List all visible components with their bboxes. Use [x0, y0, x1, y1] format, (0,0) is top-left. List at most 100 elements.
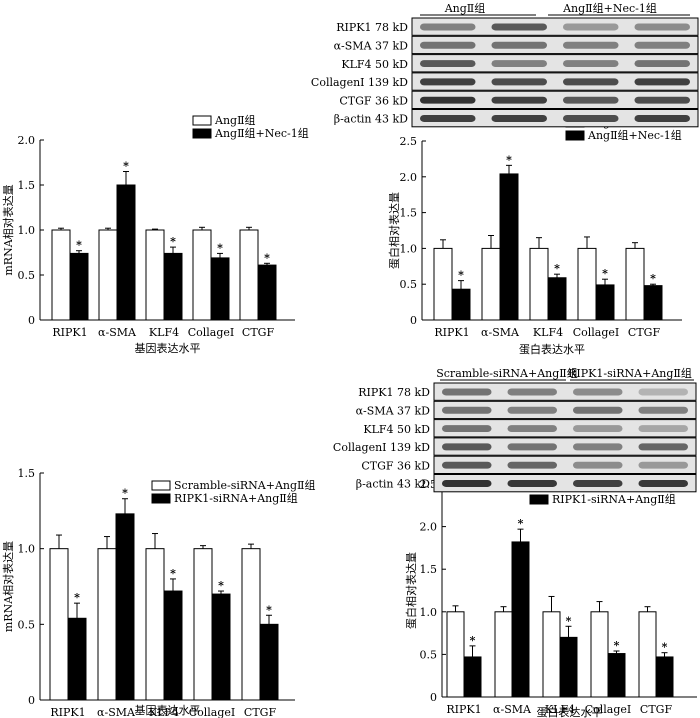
- blot-band: [491, 60, 547, 68]
- blot-band: [420, 114, 476, 122]
- x-tick-label: CollageⅠ: [189, 706, 236, 718]
- x-tick-label: KLF4: [545, 703, 575, 716]
- blot-band: [638, 425, 688, 433]
- y-tick-label: 1.0: [400, 242, 418, 255]
- significance-mark: *: [662, 641, 668, 654]
- blot-row-frame: [411, 35, 699, 55]
- blot-row-label: CollagenⅠ 139 kD: [311, 76, 408, 89]
- bar-control: [51, 229, 71, 321]
- legend-swatch: [192, 128, 212, 139]
- bar-treatment: [163, 590, 183, 701]
- y-tick-label: 2.5: [400, 135, 418, 148]
- blot-band: [442, 388, 492, 396]
- blot-band: [634, 96, 690, 104]
- blot-band: [442, 461, 492, 469]
- blot-row-label: RIPK1 78 kD: [336, 21, 408, 34]
- significance-mark: *: [170, 567, 176, 580]
- x-tick-label: CTGF: [244, 706, 277, 718]
- y-tick-label: 2.0: [400, 171, 418, 184]
- bar-control: [49, 548, 69, 701]
- y-tick-label: 0: [28, 694, 35, 707]
- blot-row-label: RIPK1 78 kD: [358, 386, 430, 399]
- blot-band: [634, 114, 690, 122]
- blot-band: [573, 406, 623, 414]
- x-axis-label: 蛋白表达水平: [519, 342, 585, 356]
- blot-band: [573, 388, 623, 396]
- legend-label: RIPK1-siRNA+AngⅡ组: [174, 491, 298, 505]
- bar-treatment: [607, 653, 626, 698]
- bar-control: [97, 548, 117, 701]
- legend-swatch: [565, 130, 585, 141]
- y-tick-label: 1.5: [18, 467, 36, 480]
- bar-treatment: [69, 252, 89, 321]
- blot-row-frame: [411, 109, 699, 128]
- blot-band: [563, 41, 619, 49]
- blot-group-label: RIPK1-siRNA+AngⅡ组: [568, 366, 692, 380]
- bar-treatment: [211, 593, 231, 701]
- blot-row-frame: [433, 382, 697, 401]
- significance-mark: *: [266, 603, 272, 616]
- blot-band: [634, 23, 690, 31]
- x-tick-label: CollageⅠ: [188, 326, 235, 339]
- blot-band: [491, 78, 547, 86]
- blot-row-frame: [433, 474, 697, 493]
- blot-row-frame: [411, 90, 699, 109]
- bar-control: [145, 229, 165, 321]
- y-axis-label: mRNA相对表达量: [1, 184, 15, 275]
- blot-row-frame: [433, 400, 697, 420]
- blot-band: [491, 23, 547, 31]
- bar-control: [625, 247, 645, 321]
- blot-band: [420, 96, 476, 104]
- blot-band: [491, 41, 547, 49]
- x-tick-label: RIPK1: [50, 706, 85, 718]
- y-axis-label: 蛋白相对表达量: [387, 192, 401, 269]
- legend-swatch: [529, 494, 549, 505]
- blot-row-label: β-actin 43 kD: [334, 113, 408, 126]
- bar-treatment: [67, 617, 87, 701]
- x-tick-label: KLF4: [149, 326, 179, 339]
- blot-band: [507, 479, 557, 487]
- bar-treatment: [499, 173, 519, 321]
- significance-mark: *: [218, 579, 224, 592]
- significance-mark: *: [506, 153, 512, 166]
- y-tick-label: 1.0: [420, 606, 438, 619]
- bar-control: [193, 548, 213, 701]
- blot-band: [507, 425, 557, 433]
- blot-band: [563, 96, 619, 104]
- bar-control: [98, 229, 118, 321]
- blot-group-label: Scramble-siRNA+AngⅡ组: [436, 366, 578, 380]
- y-tick-label: 0: [28, 314, 35, 327]
- blot-band: [507, 461, 557, 469]
- blot-band: [420, 41, 476, 49]
- x-tick-label: KLF4: [533, 326, 563, 339]
- y-tick-label: 2.0: [18, 134, 36, 147]
- legend-label: AngⅡ组+Nec-1组: [214, 126, 309, 140]
- x-tick-label: CTGF: [640, 703, 673, 716]
- significance-mark: *: [122, 487, 128, 500]
- blot-row-label: CTGF 36 kD: [361, 459, 430, 472]
- blot-group-label: AngⅡ组: [444, 1, 486, 15]
- significance-mark: *: [458, 269, 464, 282]
- blot-row-label: KLF4 50 kD: [363, 423, 430, 436]
- legend-swatch: [151, 480, 171, 491]
- blot-band: [638, 461, 688, 469]
- blot-band: [507, 406, 557, 414]
- legend-label: AngⅡ组: [214, 113, 256, 127]
- bar-control: [145, 548, 165, 701]
- blot-band: [638, 406, 688, 414]
- bar-control: [241, 548, 261, 701]
- significance-mark: *: [217, 241, 223, 254]
- blot-band: [634, 41, 690, 49]
- bar-treatment: [257, 264, 277, 321]
- bar-control: [638, 611, 657, 698]
- x-tick-label: KLF4: [149, 706, 179, 718]
- blot-row-frame: [411, 54, 699, 73]
- significance-mark: *: [74, 591, 80, 604]
- y-tick-label: 1.5: [400, 207, 418, 220]
